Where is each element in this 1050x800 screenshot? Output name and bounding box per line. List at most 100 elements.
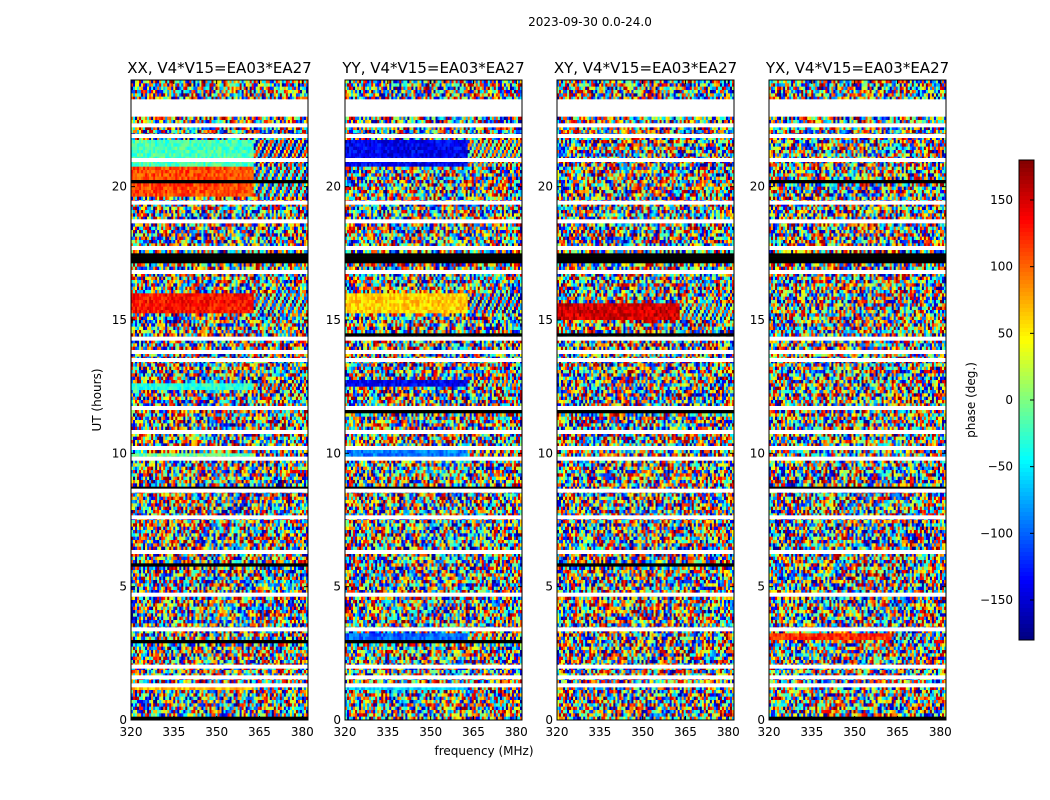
y-tick-label: 5 [119, 580, 127, 594]
colorbar-segment [1019, 224, 1034, 228]
colorbar-label: phase (deg.) [964, 362, 978, 438]
flagged-gap [345, 683, 522, 687]
colorbar-segment [1019, 356, 1034, 360]
y-tick-label: 5 [757, 580, 765, 594]
colorbar-segment [1019, 592, 1034, 596]
x-tick-label: 320 [758, 725, 781, 739]
flagged-gap [131, 675, 308, 679]
panel-title: XX, V4*V15=EA03*EA27 [127, 59, 311, 77]
colorbar-segment [1019, 608, 1034, 612]
figure-suptitle: 2023-09-30 0.0-24.0 [528, 15, 652, 29]
colorbar-segment [1019, 244, 1034, 248]
colorbar-segment [1019, 504, 1034, 508]
colorbar-segment [1019, 192, 1034, 196]
flagged-gap [131, 350, 308, 354]
flagged-gap [769, 219, 946, 223]
x-axis-label: frequency (MHz) [434, 744, 533, 758]
colorbar-segment [1019, 376, 1034, 380]
colorbar-segment [1019, 540, 1034, 544]
colorbar-segment [1019, 168, 1034, 172]
flagged-gap [769, 489, 946, 493]
colorbar-segment [1019, 348, 1034, 352]
colorbar-segment [1019, 296, 1034, 300]
y-tick-label: 20 [326, 180, 341, 194]
flagged-gap [131, 219, 308, 223]
colorbar-segment [1019, 424, 1034, 428]
colorbar-segment [1019, 460, 1034, 464]
flagged-gap [557, 246, 734, 250]
flagged-gap [345, 158, 522, 162]
flagged-gap [557, 358, 734, 362]
colorbar-segment [1019, 384, 1034, 388]
colorbar-segment [1019, 268, 1034, 272]
colorbar-segment [1019, 588, 1034, 592]
colorbar-segment [1019, 320, 1034, 324]
y-tick-label: 20 [112, 180, 127, 194]
colorbar-segment [1019, 488, 1034, 492]
colorbar-segment [1019, 448, 1034, 452]
flagged-gap [769, 665, 946, 669]
colorbar-segment [1019, 216, 1034, 220]
colorbar-segment [1019, 560, 1034, 564]
flagged-gap [557, 446, 734, 450]
flagged-gap [131, 158, 308, 162]
colorbar-segment [1019, 256, 1034, 260]
colorbar-segment [1019, 228, 1034, 232]
flagged-gap [557, 683, 734, 687]
panel-title: XY, V4*V15=EA03*EA27 [554, 59, 737, 77]
colorbar-segment [1019, 372, 1034, 376]
colorbar-segment [1019, 408, 1034, 412]
flagged-gap [345, 123, 522, 127]
flagged-gap [557, 406, 734, 410]
flagged-gap [557, 627, 734, 631]
colorbar-segment [1019, 276, 1034, 280]
colorbar-segment [1019, 312, 1034, 316]
x-tick-label: 335 [800, 725, 823, 739]
flagged-gap [345, 337, 522, 341]
y-tick-label: 20 [750, 180, 765, 194]
colorbar-segment [1019, 480, 1034, 484]
colorbar-segment [1019, 492, 1034, 496]
flagged-gap [345, 99, 522, 103]
colorbar-segment [1019, 304, 1034, 308]
colorbar-segment [1019, 568, 1034, 572]
colorbar-segment [1019, 164, 1034, 168]
flagged-gap [557, 270, 734, 274]
flagged-gap [131, 489, 308, 493]
flagged-gap [345, 457, 522, 461]
x-tick-label: 320 [334, 725, 357, 739]
y-tick-label: 0 [757, 713, 765, 727]
flagged-gap [345, 675, 522, 679]
y-tick-label: 15 [750, 313, 765, 327]
colorbar-segment [1019, 544, 1034, 548]
x-tick-label: 380 [717, 725, 740, 739]
colorbar-segment [1019, 612, 1034, 616]
colorbar-segment [1019, 456, 1034, 460]
colorbar-segment [1019, 204, 1034, 208]
flagged-gap [131, 123, 308, 127]
flagged-gap [557, 350, 734, 354]
colorbar-segment [1019, 344, 1034, 348]
flagged-gap [131, 593, 308, 597]
colorbar-segment [1019, 628, 1034, 632]
flagged-gap [345, 358, 522, 362]
flagged-gap [345, 219, 522, 223]
colorbar-segment [1019, 616, 1034, 620]
flagged-gap [131, 270, 308, 274]
flagged-gap [557, 675, 734, 679]
colorbar-segment [1019, 284, 1034, 288]
flagged-gap [769, 350, 946, 354]
colorbar-segment [1019, 600, 1034, 604]
colorbar-segment [1019, 548, 1034, 552]
colorbar-tick-label: −150 [980, 593, 1013, 607]
colorbar-segment [1019, 452, 1034, 456]
y-tick-label: 15 [112, 313, 127, 327]
colorbar-segment [1019, 352, 1034, 356]
colorbar-segment [1019, 472, 1034, 476]
colorbar-segment [1019, 184, 1034, 188]
flagged-gap [769, 134, 946, 138]
x-tick-label: 365 [248, 725, 271, 739]
y-tick-label: 0 [119, 713, 127, 727]
colorbar-segment [1019, 572, 1034, 576]
